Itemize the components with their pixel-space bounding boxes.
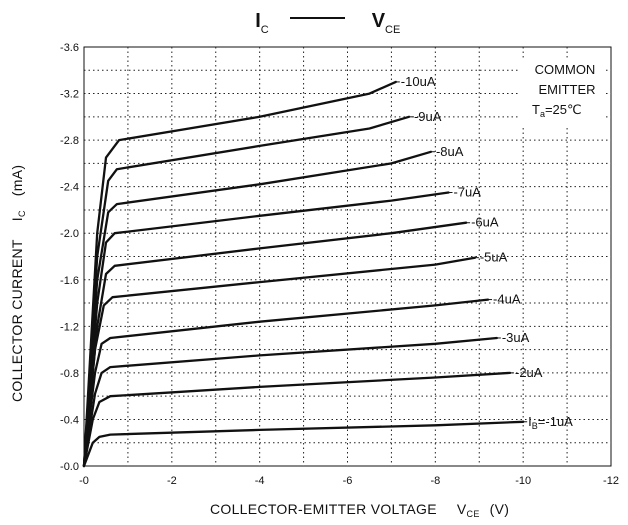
- x-tick-label: -4: [255, 475, 265, 487]
- x-axis-title-text: COLLECTOR-EMITTER VOLTAGE: [210, 501, 437, 517]
- ticks: -0 -2 -4 -6 -8 -10 -12 -0.0 -0.4 -0.8 -1.2 -1.6 -2.0…: [60, 42, 619, 487]
- y-tick-label: -2.8: [60, 135, 79, 147]
- y-tick-label: -0.8: [60, 368, 79, 380]
- annotation-t-main: T: [532, 102, 540, 117]
- curve-label: IB=-1uA: [528, 414, 573, 431]
- x-tick-label: -10: [515, 475, 531, 487]
- curve-label: -5uA: [480, 250, 508, 265]
- y-tick-label: -2.0: [60, 228, 79, 240]
- title-right-main: V: [372, 10, 386, 32]
- curve-ib-5ua: [82, 256, 477, 468]
- curve-ib-4ua: [82, 298, 490, 468]
- curve-label: -3uA: [502, 330, 530, 345]
- title-left-sub: C: [261, 24, 269, 36]
- title-left-main: I: [255, 10, 261, 32]
- y-tick-label: -0.0: [60, 461, 79, 473]
- x-tick-label: -6: [343, 475, 353, 487]
- svg-text:VCE: VCE: [372, 10, 401, 36]
- y-axis-symbol-sub: C: [17, 210, 27, 217]
- annotation-line1: COMMON: [535, 62, 596, 77]
- x-axis-unit: (V): [490, 501, 510, 517]
- y-tick-label: -1.2: [60, 321, 79, 333]
- x-tick-label: -8: [430, 475, 440, 487]
- y-axis-symbol: I: [9, 217, 25, 221]
- curve-label: -8uA: [436, 144, 464, 159]
- y-tick-label: -1.6: [60, 275, 79, 287]
- svg-text:IC: IC: [255, 10, 269, 36]
- y-tick-label: -3.2: [60, 89, 79, 101]
- curve-ib-1ua: [82, 420, 525, 468]
- y-tick-label: -3.6: [60, 42, 79, 54]
- x-tick-label: -12: [603, 475, 619, 487]
- y-tick-label: -2.4: [60, 182, 79, 194]
- curve-ib-10ua: [82, 80, 397, 468]
- curves: [82, 80, 525, 468]
- curve-ib-8ua: [82, 150, 433, 468]
- annotation-box: [519, 58, 605, 126]
- title-right-sub: CE: [385, 24, 400, 36]
- curve-label: -2uA: [515, 365, 543, 380]
- y-axis-title-text: COLLECTOR CURRENT: [9, 239, 25, 402]
- annotation-line3: Ta=25℃: [532, 102, 582, 119]
- curve-label: -10uA: [401, 74, 436, 89]
- x-tick-label: -2: [167, 475, 177, 487]
- curve-label: -6uA: [471, 215, 499, 230]
- y-axis-title: COLLECTOR CURRENT IC (mA): [9, 165, 27, 402]
- y-tick-label: -0.4: [60, 414, 79, 426]
- y-axis-unit: (mA): [9, 165, 25, 197]
- x-axis-title: COLLECTOR-EMITTER VOLTAGE VCE (V): [210, 501, 509, 519]
- annotation-line2: EMITTER: [538, 82, 595, 97]
- x-axis-symbol: V: [457, 501, 467, 517]
- curve-labels: IB=-1uA -2uA -3uA -4uA -5uA -6uA -7uA -8uA -9uA -…: [395, 74, 573, 431]
- annotation-t-rest: =25℃: [545, 102, 582, 117]
- x-tick-label: -0: [79, 475, 89, 487]
- curve-label: -4uA: [493, 292, 521, 307]
- curve-label: -7uA: [454, 184, 482, 199]
- curve-ib-3ua: [82, 336, 498, 468]
- x-axis-symbol-sub: CE: [467, 509, 480, 519]
- curve-label: -9uA: [414, 109, 442, 124]
- chart-title: IC VCE: [255, 10, 400, 36]
- annotation-t-sub: a: [540, 109, 545, 119]
